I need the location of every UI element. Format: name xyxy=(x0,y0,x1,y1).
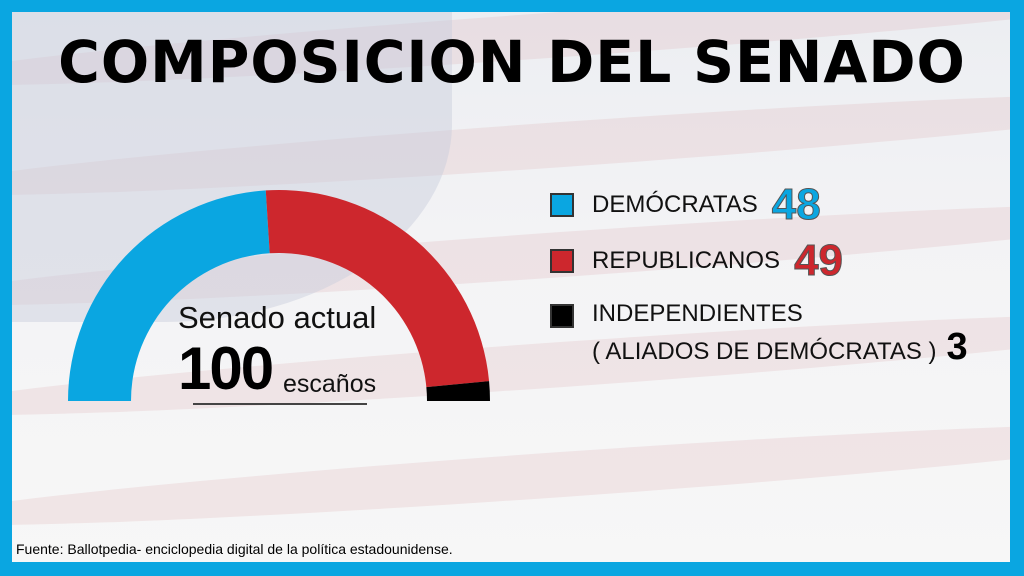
donut-segment-2 xyxy=(426,381,490,401)
legend-value: 48 xyxy=(771,180,821,229)
page-title: COMPOSICION DEL SENADO xyxy=(58,28,966,96)
legend-label: DEMÓCRATAS xyxy=(592,191,758,218)
legend-item-independientes: INDEPENDIENTES ( ALIADOS DE DEMÓCRATAS )… xyxy=(550,300,968,366)
source-note: Fuente: Ballotpedia- enciclopedia digita… xyxy=(16,541,453,557)
donut-segment-1 xyxy=(265,190,490,388)
legend-value: 3 xyxy=(946,326,968,368)
legend-item-republicanos: REPUBLICANOS 49 xyxy=(550,236,844,285)
donut-segment-0 xyxy=(68,190,270,401)
legend-label-line2: ( ALIADOS DE DEMÓCRATAS ) xyxy=(592,338,937,365)
total-seats: 100 xyxy=(178,335,274,402)
legend-label: REPUBLICANOS xyxy=(592,247,781,274)
legend-item-democratas: DEMÓCRATAS 48 xyxy=(550,180,821,229)
center-label: Senado actual xyxy=(178,300,377,335)
divider xyxy=(193,403,367,405)
legend-swatch xyxy=(550,304,574,328)
legend-label: INDEPENDIENTES xyxy=(592,300,803,327)
legend-swatch xyxy=(550,249,574,273)
legend-swatch xyxy=(550,193,574,217)
total-unit: escaños xyxy=(283,370,377,398)
legend-value: 49 xyxy=(794,236,844,285)
